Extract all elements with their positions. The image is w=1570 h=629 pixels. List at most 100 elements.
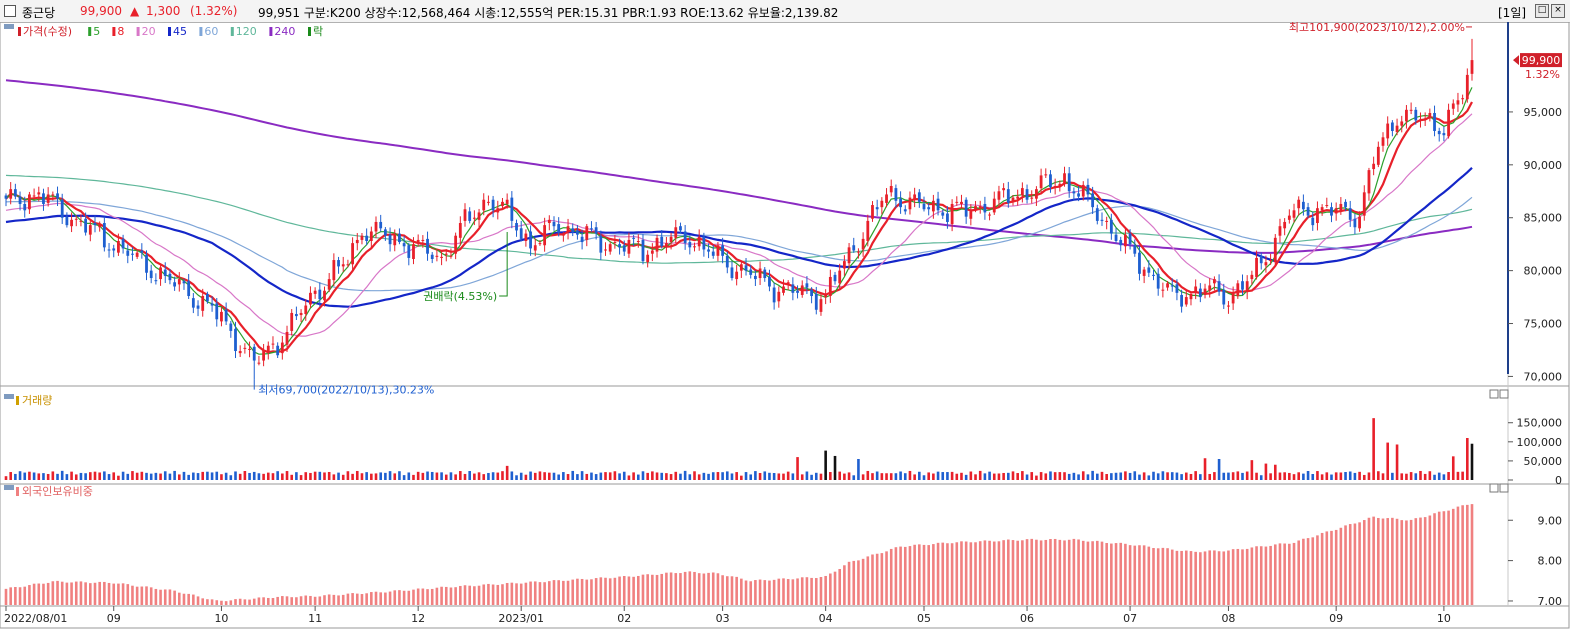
candle-body — [772, 287, 776, 303]
candle-body — [102, 223, 106, 248]
maximize-icon[interactable]: □ — [1535, 4, 1549, 18]
volume-bar — [735, 472, 738, 480]
candle-body — [1166, 283, 1169, 288]
volume-bar — [1231, 472, 1235, 480]
candle-body — [538, 243, 542, 245]
candle-body — [824, 293, 828, 298]
candle-body — [978, 206, 982, 209]
candle-body — [1255, 257, 1258, 277]
volume-bar — [857, 459, 860, 480]
foreign-ratio-bar — [524, 582, 528, 605]
volume-bar — [697, 474, 701, 480]
volume-bar — [754, 471, 757, 480]
candle-body — [374, 221, 378, 232]
x-tick-label: 07 — [1123, 612, 1137, 625]
candle-body — [1142, 269, 1146, 276]
candle-body — [271, 343, 275, 345]
volume-bar — [538, 471, 542, 480]
foreign-ratio-bar — [1184, 550, 1188, 605]
candle-body — [416, 239, 420, 244]
volume-bar — [918, 471, 921, 480]
candle-body — [814, 293, 818, 310]
foreign-ratio-bar — [580, 578, 584, 605]
volume-bar — [1311, 474, 1315, 480]
volume-bar — [1007, 472, 1010, 480]
volume-bar — [23, 472, 27, 480]
candle-body — [313, 290, 317, 294]
volume-bar — [1358, 471, 1361, 480]
foreign-ratio-bar — [285, 596, 289, 605]
foreign-ratio-bar — [271, 598, 275, 605]
foreign-ratio-bar — [1330, 530, 1333, 605]
candle-body — [880, 200, 884, 208]
close-icon[interactable]: × — [1551, 4, 1565, 18]
volume-bar — [1236, 471, 1240, 480]
candle-body — [421, 239, 425, 241]
foreign-ratio-bar — [224, 601, 228, 605]
foreign-ratio-bar — [622, 576, 626, 605]
foreign-ratio-bar — [997, 541, 1001, 605]
volume-bar — [1035, 475, 1038, 480]
foreign-ratio-bar — [1283, 543, 1286, 605]
candle-body — [716, 245, 720, 256]
select-checkbox[interactable] — [4, 5, 16, 17]
stock-name[interactable]: 종근당 — [22, 6, 56, 20]
candle-body — [627, 239, 631, 254]
foreign-ratio-bar — [1353, 523, 1357, 605]
foreign-ratio-bar — [379, 592, 382, 605]
price-change-pct: (1.32%) — [190, 4, 238, 18]
foreign-ratio-bar — [365, 593, 368, 605]
candle-body — [276, 345, 280, 356]
volume-bar — [117, 475, 120, 480]
foreign-ratio-bar — [885, 551, 888, 605]
foreign-ratio-bar — [1011, 540, 1015, 605]
candle-body — [252, 346, 256, 361]
volume-bar — [1208, 473, 1212, 480]
x-tick-label: 09 — [107, 612, 121, 625]
volume-bar — [1241, 472, 1244, 480]
foreign-ratio-bar — [1250, 547, 1254, 605]
candle-body — [585, 226, 589, 240]
volume-bar — [482, 474, 486, 480]
candle-body — [379, 221, 383, 229]
candle-body — [341, 264, 345, 267]
candle-body — [1006, 189, 1010, 203]
candle-body — [1470, 60, 1474, 74]
foreign-ratio-bar — [749, 581, 753, 605]
foreign-ratio-bar — [697, 573, 701, 605]
volume-bar — [1170, 472, 1174, 480]
candle-body — [665, 243, 668, 248]
x-tick-label: 05 — [917, 612, 931, 625]
volume-bar — [1325, 472, 1329, 480]
foreign-ratio-bar — [1002, 540, 1005, 605]
candle-body — [1002, 188, 1006, 191]
volume-bar — [1049, 471, 1052, 480]
candle-body — [234, 328, 237, 352]
foreign-ratio-bar — [810, 577, 813, 605]
x-tick-label: 06 — [1020, 612, 1034, 625]
x-tick-label: 11 — [308, 612, 322, 625]
volume-bar — [1161, 471, 1165, 480]
volume-bar — [491, 472, 495, 480]
volume-bar — [374, 473, 378, 480]
volume-bar — [463, 473, 467, 480]
candle-body — [660, 236, 664, 247]
volume-bar — [983, 473, 987, 480]
foreign-ratio-bar — [435, 587, 439, 605]
foreign-ratio-bar — [9, 587, 12, 605]
volume-bar — [440, 472, 443, 480]
foreign-ratio-bar — [805, 577, 809, 605]
candle-body — [1372, 163, 1376, 170]
volume-bar — [1053, 472, 1057, 480]
foreign-ratio-bar — [1297, 540, 1301, 605]
volume-bar — [829, 472, 832, 480]
volume-bar — [121, 471, 125, 480]
volume-bar — [1217, 459, 1221, 480]
foreign-ratio-bar — [1138, 545, 1141, 605]
foreign-ratio-bar — [594, 578, 598, 605]
volume-bar — [674, 471, 678, 480]
period-selector[interactable]: [1일] — [1498, 6, 1527, 20]
volume-bar — [622, 471, 626, 480]
foreign-ratio-bar — [1091, 541, 1094, 605]
volume-bar — [1189, 473, 1193, 480]
